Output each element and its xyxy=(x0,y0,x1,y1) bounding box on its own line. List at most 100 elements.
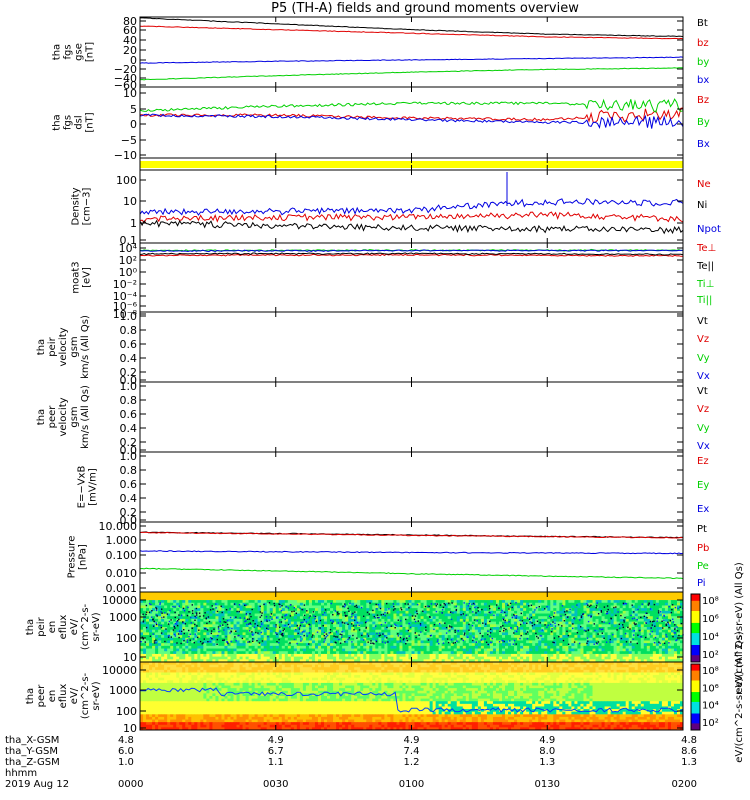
ytick-label: 0.4 xyxy=(120,492,138,505)
colorbar-tick: 10⁸ xyxy=(702,596,719,607)
ytick-label: 0.001 xyxy=(106,582,138,595)
ylabel-line: [mV/m] xyxy=(88,468,99,506)
ylabel-line: tha xyxy=(52,44,63,60)
ylabel-line: moat3 xyxy=(71,261,82,293)
legend-entry: Npot xyxy=(697,224,721,235)
colorbar-label: eV/(cm^2-s-sr-eV) (All Qs) xyxy=(734,562,745,694)
ylabel-line: sr-eV) xyxy=(91,612,102,641)
series-bz-line xyxy=(139,25,684,40)
panel-frame-fgs-gse xyxy=(139,16,684,88)
series-temp-3-line xyxy=(139,249,684,253)
ytick-label: −10 xyxy=(114,149,137,162)
ytick-label: 0.2 xyxy=(120,366,138,379)
ytick-label: 10 xyxy=(123,87,137,100)
legend-entry: Vy xyxy=(697,423,710,434)
legend-entry: Pi xyxy=(697,578,706,589)
ylabel-temperature: moat3 [eV] xyxy=(71,261,93,293)
series-pt-line xyxy=(139,531,684,539)
ytick-label: 100 xyxy=(116,174,137,187)
ytick-label: 10 xyxy=(123,722,137,735)
series-by-line xyxy=(139,67,684,81)
ytick-label: 0.0 xyxy=(120,514,138,527)
ylabel-line: en xyxy=(47,690,58,703)
axis-x-gsm: 4.8 xyxy=(118,735,134,746)
ytick-label: 10 xyxy=(123,651,137,664)
ylabel-line: [nT] xyxy=(85,112,96,132)
ytick-label: 1 xyxy=(130,217,137,230)
axis-z-gsm: 1.1 xyxy=(268,757,284,768)
ylabel-line: (cm^2-s- xyxy=(80,672,91,719)
ylabel-peer-eflux: tha peer en eflux eV/(cm^2-s-sr-eV) xyxy=(25,672,102,719)
legend-entry: Vt xyxy=(697,316,708,327)
legend-entry: Ti|| xyxy=(696,295,712,306)
ylabel-pressure: Pressure [nPa] xyxy=(67,536,89,579)
ylabel-peir-eflux: tha peir en eflux eV/(cm^2-s-sr-eV) xyxy=(25,603,102,650)
ylabel-line: fgs xyxy=(63,44,74,59)
legend-entry: Ni xyxy=(697,200,707,211)
ylabel-line: [eV] xyxy=(82,267,93,288)
legend-entry: bz xyxy=(697,38,709,49)
ytick-label: 1000 xyxy=(109,684,137,697)
ylabel-line: sr-eV) xyxy=(91,681,102,710)
ytick-label: 0.6 xyxy=(120,408,138,421)
ytick-label: 0.2 xyxy=(120,436,138,449)
peer-spectrogram xyxy=(139,662,684,731)
ylabel-line: velocity xyxy=(58,397,69,436)
ytick-label: 0 xyxy=(130,118,137,131)
ytick-label: 10⁻⁶ xyxy=(113,300,138,313)
series-by-dsl-line xyxy=(139,98,684,113)
peir-spectrogram xyxy=(140,592,684,663)
panel-frame-peer-velocity xyxy=(139,381,684,453)
series-pe-line xyxy=(139,567,684,580)
ylabel-line: eV/ xyxy=(69,687,80,704)
ylabel-line: (cm^2-s- xyxy=(80,603,91,650)
ylabel-line: Density xyxy=(71,187,82,225)
ylabel-line: eV/ xyxy=(69,618,80,635)
ytick-label: 10⁴ xyxy=(119,242,138,255)
ytick-label: 10000 xyxy=(102,664,137,677)
ylabel-line: [nT] xyxy=(85,42,96,62)
legend-entry: Pe xyxy=(697,561,709,572)
ytick-label: 0.6 xyxy=(120,478,138,491)
legend-entry: Te⊥ xyxy=(696,243,716,254)
ytick-label: 1.0 xyxy=(120,450,138,463)
ytick-label: 100 xyxy=(116,705,137,718)
series-npot-line xyxy=(139,198,684,216)
ylabel-line: tha xyxy=(25,688,36,704)
ytick-label: 10² xyxy=(119,254,137,267)
legend-entry: by xyxy=(697,57,709,68)
ylabel-peir-velocity: tha peir velocity gsm km/s (All Qs) xyxy=(36,315,91,379)
legend-entry: Ex xyxy=(697,504,709,515)
ylabel-line: dsl xyxy=(74,115,85,129)
ylabel-peer-velocity: tha peer velocity gsm km/s (All Qs) xyxy=(36,385,91,449)
ytick-label: 1.0 xyxy=(120,380,138,393)
axis-time: 0000 xyxy=(118,779,143,790)
panel-frame-fgs-dsl xyxy=(139,86,684,159)
series-ne-line xyxy=(139,211,684,224)
legend-entry: Ti⊥ xyxy=(696,279,714,290)
axis-row-label: tha_X-GSM xyxy=(5,735,59,746)
panel-frame-efield xyxy=(139,451,684,523)
ylabel-line: gsm xyxy=(69,406,80,427)
legend-entry: Vx xyxy=(697,441,710,452)
ytick-label: 1000 xyxy=(109,611,137,624)
axis-x-gsm: 4.8 xyxy=(681,735,697,746)
colorbar-tick: 10⁶ xyxy=(702,614,719,625)
colorbar-tick: 10² xyxy=(702,650,719,661)
legend-entry: Vt xyxy=(697,386,708,397)
ylabel-line: gse xyxy=(74,43,85,61)
legend-entry: Bz xyxy=(697,95,709,106)
ytick-label: 0.100 xyxy=(106,549,138,562)
ytick-label: 5 xyxy=(130,103,137,116)
ylabel-line: fgs xyxy=(63,115,74,130)
ylabel-line: Pressure xyxy=(67,536,78,579)
ytick-label: 0.8 xyxy=(120,394,138,407)
ylabel-line: peir xyxy=(47,336,58,356)
ytick-label: 0.010 xyxy=(106,567,138,580)
legend-entry: Te|| xyxy=(696,261,714,272)
ytick-label: 10⁻⁴ xyxy=(113,290,138,303)
axis-x-gsm: 4.9 xyxy=(404,735,420,746)
panel-frame-peir-velocity xyxy=(139,311,684,383)
colorbar-tick: 10⁸ xyxy=(702,666,719,677)
figure-title: P5 (TH-A) fields and ground moments over… xyxy=(271,1,579,16)
